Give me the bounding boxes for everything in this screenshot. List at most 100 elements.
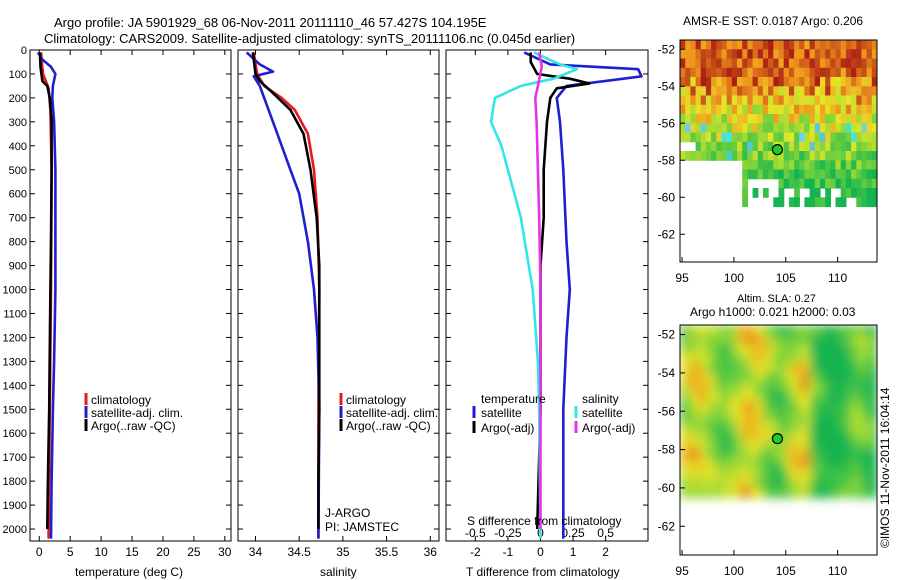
- map-cell: [721, 353, 728, 364]
- salinity-axis-label: salinity: [320, 565, 357, 579]
- map-cell: [711, 459, 717, 470]
- map-cell: [814, 459, 821, 470]
- map-cell: [871, 77, 877, 87]
- map-cell: [773, 104, 780, 115]
- map-cell: [809, 372, 816, 384]
- map-cell: [711, 104, 717, 115]
- map-cell: [794, 178, 800, 189]
- map-cell: [809, 440, 816, 451]
- map-cell: [742, 49, 748, 60]
- map-cell: [783, 104, 790, 115]
- map-cell: [705, 420, 712, 431]
- map-cell: [773, 40, 780, 50]
- map-cell: [809, 67, 816, 78]
- map-cell: [762, 325, 769, 336]
- map-cell: [783, 478, 790, 489]
- map-cell: [737, 77, 743, 87]
- map-cell: [835, 487, 842, 499]
- map-cell: [871, 49, 877, 60]
- map-cell: [851, 411, 857, 422]
- map-cell: [757, 67, 764, 78]
- map-cell: [685, 478, 691, 489]
- map-cell: [871, 104, 877, 115]
- map-cell: [835, 344, 842, 355]
- map-cell: [690, 382, 697, 393]
- map-cell: [757, 420, 764, 431]
- map-cell: [762, 67, 769, 78]
- map-cell: [778, 95, 785, 106]
- map-x-tick-label: 95: [675, 271, 689, 285]
- map-cell: [820, 141, 826, 152]
- map-cell: [721, 382, 728, 393]
- map-cell: [788, 372, 795, 384]
- map-cell: [871, 411, 877, 422]
- map-cell: [700, 95, 707, 106]
- map-cell: [726, 344, 733, 355]
- map-cell: [788, 487, 795, 499]
- map-cell: [799, 487, 805, 499]
- map-cell: [773, 95, 780, 106]
- map-cell: [768, 104, 774, 115]
- map-cell: [711, 49, 717, 60]
- map-cell: [737, 372, 743, 384]
- series-line-temperature-satellite: [523, 51, 643, 539]
- map-cell: [794, 95, 800, 106]
- map-cell: [685, 372, 691, 384]
- y-tick-label: 1400: [3, 380, 27, 392]
- map-cell: [695, 392, 702, 403]
- map-cell: [757, 468, 764, 479]
- map-cell: [731, 430, 738, 441]
- map-cell: [695, 49, 702, 60]
- legend-label-satellite: satellite-adj. clim.: [91, 406, 183, 420]
- map-cell: [747, 344, 754, 355]
- map-cell: [830, 459, 837, 470]
- map-cell: [757, 104, 764, 115]
- map-cell: [799, 420, 805, 431]
- map-cell: [794, 123, 800, 134]
- map-cell: [711, 440, 717, 451]
- map-cell: [726, 420, 733, 431]
- map-cell: [856, 459, 863, 470]
- map-cell: [794, 372, 800, 384]
- map-cell: [799, 77, 805, 87]
- map-cell: [695, 114, 702, 124]
- map-cell: [809, 459, 816, 470]
- map-cell: [845, 67, 852, 78]
- map-cell: [871, 478, 877, 489]
- map-cell: [783, 160, 790, 171]
- map-cell: [757, 169, 764, 180]
- map-cell: [737, 58, 743, 69]
- map-y-tick-label: -62: [658, 519, 676, 533]
- map-cell: [866, 188, 873, 198]
- map-cell: [866, 478, 873, 489]
- map-cell: [809, 401, 816, 412]
- map-cell: [814, 178, 821, 189]
- map-cell: [845, 95, 852, 106]
- map-cell: [799, 440, 805, 451]
- map-cell: [726, 440, 733, 451]
- map-cell: [814, 363, 821, 374]
- map-cell: [794, 160, 800, 171]
- series-line-argo-raw-qc-: [38, 52, 53, 530]
- map-cell: [825, 449, 831, 460]
- map-cell: [721, 151, 728, 161]
- map-cell: [716, 487, 723, 499]
- map-cell: [788, 459, 795, 470]
- map-cell: [856, 372, 863, 384]
- map-cell: [788, 344, 795, 355]
- map-cell: [705, 325, 712, 336]
- map-cell: [835, 411, 842, 422]
- map-cell: [861, 104, 868, 115]
- map-cell: [685, 430, 691, 441]
- map-cell: [752, 363, 759, 374]
- map-cell: [814, 487, 821, 499]
- map-cell: [716, 392, 723, 403]
- map-cell: [866, 440, 873, 451]
- map-cell: [757, 372, 764, 384]
- map-cell: [762, 459, 769, 470]
- map-cell: [845, 487, 852, 499]
- map-cell: [856, 132, 863, 143]
- map-cell: [747, 132, 754, 143]
- map-cell: [866, 169, 873, 180]
- map-cell: [788, 401, 795, 412]
